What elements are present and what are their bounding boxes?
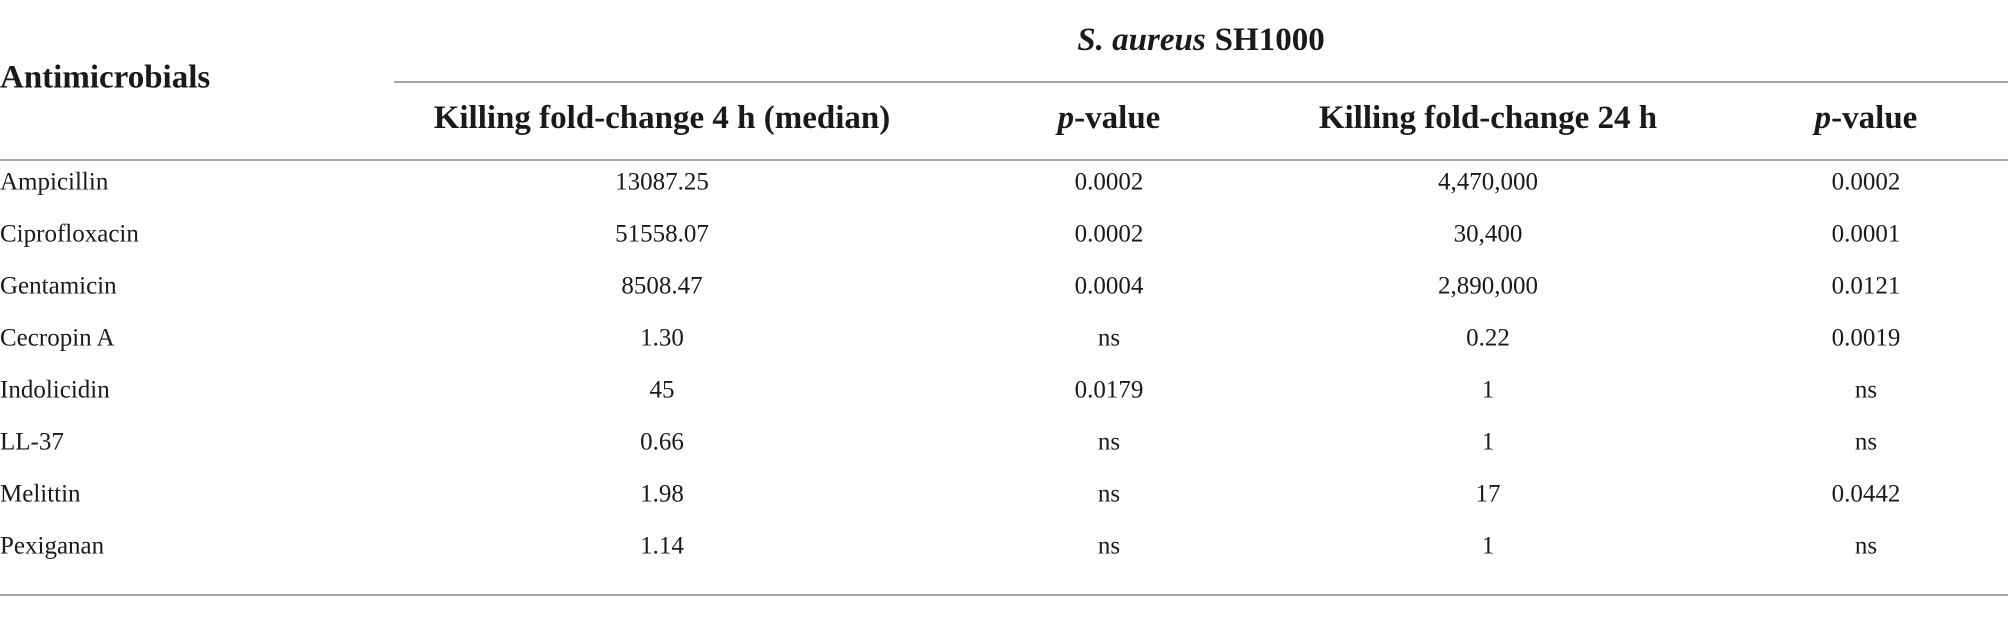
row-label: Gentamicin: [0, 273, 117, 300]
row-header: Antimicrobials: [0, 60, 210, 96]
cell: 0.0121: [1832, 273, 1901, 300]
column-header: Killing fold-change 4 h (median): [434, 100, 891, 136]
row-label: LL-37: [0, 429, 64, 456]
cell: ns: [1098, 325, 1120, 352]
cell: 1.14: [640, 533, 684, 560]
cell: 0.0001: [1832, 221, 1901, 248]
cell: 51558.07: [615, 221, 709, 248]
cell: 1: [1482, 377, 1495, 404]
group-header: S. aureus SH1000: [1077, 22, 1324, 58]
cell: ns: [1098, 533, 1120, 560]
cell: ns: [1855, 533, 1877, 560]
cell: 1: [1482, 533, 1495, 560]
cell: 0.22: [1466, 325, 1510, 352]
row-label: Ciprofloxacin: [0, 221, 139, 248]
column-header-text: -value: [1831, 100, 1917, 136]
column-header-text: Killing fold-change 24 h: [1319, 100, 1657, 136]
organism: S. aureus: [1077, 22, 1205, 58]
cell: 13087.25: [615, 169, 709, 196]
column-header: p-value: [1812, 100, 1918, 136]
row-label: Cecropin A: [0, 325, 115, 352]
cell: 4,470,000: [1438, 169, 1538, 196]
cell: 1: [1482, 429, 1495, 456]
row-label: Ampicillin: [0, 169, 109, 196]
cell: 2,890,000: [1438, 273, 1538, 300]
column-header-text: -value: [1074, 100, 1160, 136]
column-header-italic: p: [1812, 100, 1832, 136]
cell: 0.0004: [1075, 273, 1144, 300]
row-label: Indolicidin: [0, 377, 110, 404]
column-header-text: Killing fold-change 4 h (median): [434, 100, 891, 136]
column-header: Killing fold-change 24 h: [1319, 100, 1657, 136]
column-header: p-value: [1055, 100, 1161, 136]
cell: ns: [1098, 481, 1120, 508]
cell: 30,400: [1454, 221, 1523, 248]
cell: ns: [1855, 429, 1877, 456]
column-header-italic: p: [1055, 100, 1075, 136]
cell: 8508.47: [621, 273, 702, 300]
cell: 0.66: [640, 429, 684, 456]
cell: 0.0002: [1075, 169, 1144, 196]
cell: 45: [650, 377, 675, 404]
cell: 1.30: [640, 325, 684, 352]
cell: 0.0002: [1075, 221, 1144, 248]
cell: 0.0019: [1832, 325, 1901, 352]
row-label: Melittin: [0, 481, 81, 508]
strain: SH1000: [1215, 22, 1325, 58]
cell: ns: [1098, 429, 1120, 456]
cell: ns: [1855, 377, 1877, 404]
cell: 1.98: [640, 481, 684, 508]
row-label: Pexiganan: [0, 533, 105, 560]
cell: 0.0179: [1075, 377, 1144, 404]
cell: 0.0442: [1832, 481, 1901, 508]
cell: 0.0002: [1832, 169, 1901, 196]
cell: 17: [1476, 481, 1501, 508]
